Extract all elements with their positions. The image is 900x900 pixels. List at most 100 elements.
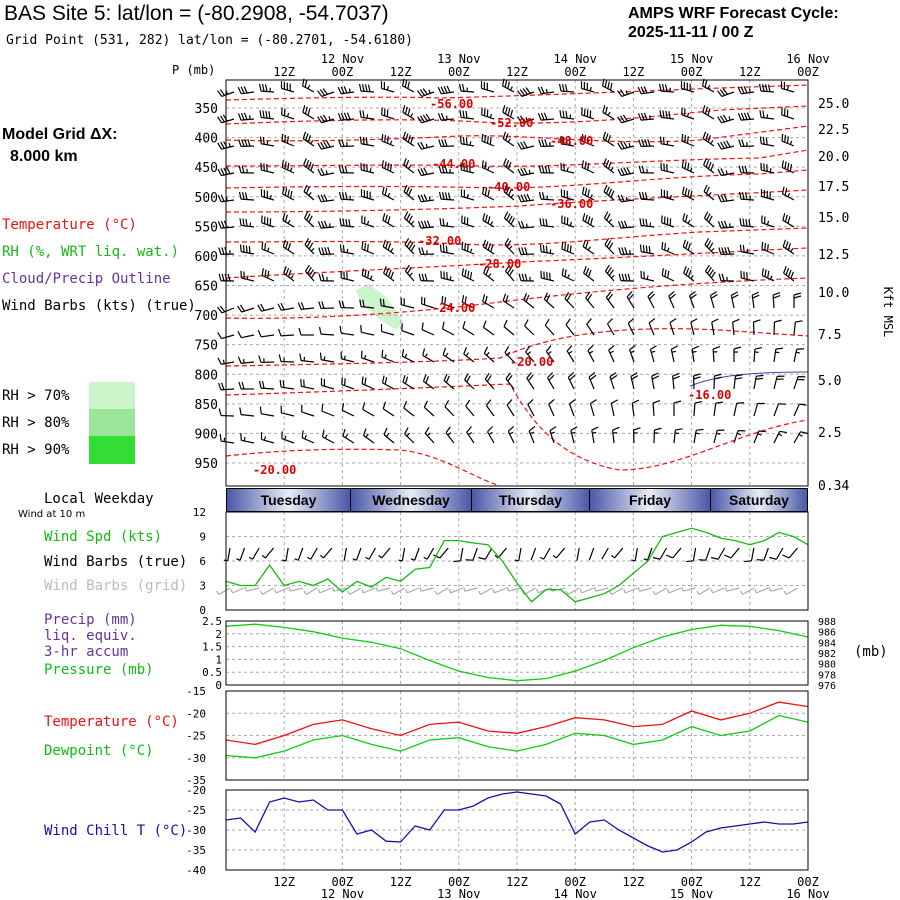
wind-barb <box>317 168 335 177</box>
true-wind-barb <box>320 547 333 559</box>
barb-flag <box>484 214 488 223</box>
barb-flag <box>444 139 448 147</box>
wind-barb <box>781 107 795 120</box>
grid-wind-barb <box>521 587 536 596</box>
barb-half-flag <box>324 434 328 439</box>
barb-flag <box>461 241 464 250</box>
barb-flag <box>787 162 790 171</box>
wind-barb <box>539 244 555 255</box>
barb-flag <box>587 293 593 301</box>
barb-staff <box>459 547 464 561</box>
bottom-time-tick: 12Z <box>273 875 295 889</box>
barb-staff <box>341 277 355 282</box>
wind-chill-ytick: -20 <box>186 784 206 797</box>
barb-flag <box>439 244 442 252</box>
barb-flag <box>403 158 407 166</box>
wind-barb <box>261 268 275 282</box>
wind-barb <box>681 186 695 201</box>
barb-flag <box>503 319 508 327</box>
barb-flag <box>587 216 591 224</box>
wind-barb <box>458 83 475 93</box>
barb-flag <box>502 105 506 113</box>
wind-barb <box>717 140 735 150</box>
wind-barb <box>603 211 615 228</box>
wind-barb <box>362 402 375 417</box>
wind-barb <box>443 373 455 390</box>
barb-flag <box>420 220 425 229</box>
barb-flag <box>237 330 242 338</box>
barb-staff <box>610 403 615 417</box>
barb-flag <box>705 133 709 141</box>
barb-flag <box>307 108 311 116</box>
barb-flag <box>359 110 362 118</box>
barb-flag <box>505 186 510 194</box>
barb-half-flag <box>486 351 490 356</box>
barb-staff <box>464 587 478 592</box>
wind-barb <box>358 83 375 93</box>
barb-staff <box>761 169 775 174</box>
barb-flag <box>521 247 525 255</box>
wind-barb <box>257 303 275 312</box>
barb-flag <box>237 356 242 364</box>
barb-flag <box>421 322 424 330</box>
barb-flag <box>325 140 331 148</box>
barb-flag <box>762 110 765 118</box>
barb-flag <box>617 116 623 124</box>
barb-flag <box>306 267 312 274</box>
barb-flag <box>723 141 728 148</box>
wind-barb <box>628 345 636 363</box>
precip-label: Precip (mm) <box>44 612 137 628</box>
barb-flag <box>758 430 767 433</box>
wind-barb <box>281 160 295 174</box>
barb-flag <box>541 165 545 173</box>
barb-staff <box>439 547 449 559</box>
wind-barb <box>438 139 455 148</box>
barb-flag <box>422 348 426 356</box>
wind-barb <box>279 379 295 390</box>
barb-half-flag <box>289 167 293 172</box>
barb-staff <box>282 193 295 201</box>
barb-flag <box>708 242 714 250</box>
barb-staff <box>303 164 315 174</box>
true-wind-barb <box>724 547 740 559</box>
barb-half-flag <box>769 275 773 280</box>
wind-barb <box>281 186 295 201</box>
barb-flag <box>738 139 742 147</box>
barb-staff <box>682 246 695 255</box>
barb-flag <box>704 264 710 272</box>
barb-half-flag <box>290 275 294 279</box>
barb-flag <box>545 345 552 352</box>
barb-flag <box>717 194 722 203</box>
barb-flag <box>341 300 345 308</box>
barb-flag <box>440 112 445 121</box>
barb-flag <box>324 247 328 255</box>
barb-staff <box>561 195 575 201</box>
barb-staff <box>507 431 515 444</box>
barb-flag <box>322 88 328 95</box>
wind-barb <box>773 319 782 336</box>
barb-staff <box>648 322 655 336</box>
barb-flag <box>631 399 640 404</box>
barb-staff <box>702 85 715 93</box>
barb-half-flag <box>610 167 614 171</box>
barb-staff <box>341 383 355 390</box>
barb-flag <box>684 134 687 143</box>
barb-flag <box>618 247 622 255</box>
wind-barb <box>581 107 595 120</box>
barb-flag <box>567 372 575 378</box>
barb-staff <box>301 385 315 390</box>
kft-tick: 22.5 <box>818 123 849 138</box>
pressure-tick: 850 <box>195 398 218 413</box>
barb-flag <box>639 218 642 226</box>
barb-half-flag <box>509 431 514 435</box>
barb-half-flag <box>740 590 744 595</box>
barb-flag <box>244 192 248 200</box>
barb-staff <box>465 405 475 417</box>
barb-flag <box>661 84 665 92</box>
barb-staff <box>321 172 335 177</box>
barb-flag <box>561 84 565 92</box>
wind-barb <box>504 346 515 363</box>
barb-staff <box>660 90 675 93</box>
pressure-tick: 350 <box>195 102 218 117</box>
barb-half-flag <box>695 432 700 435</box>
